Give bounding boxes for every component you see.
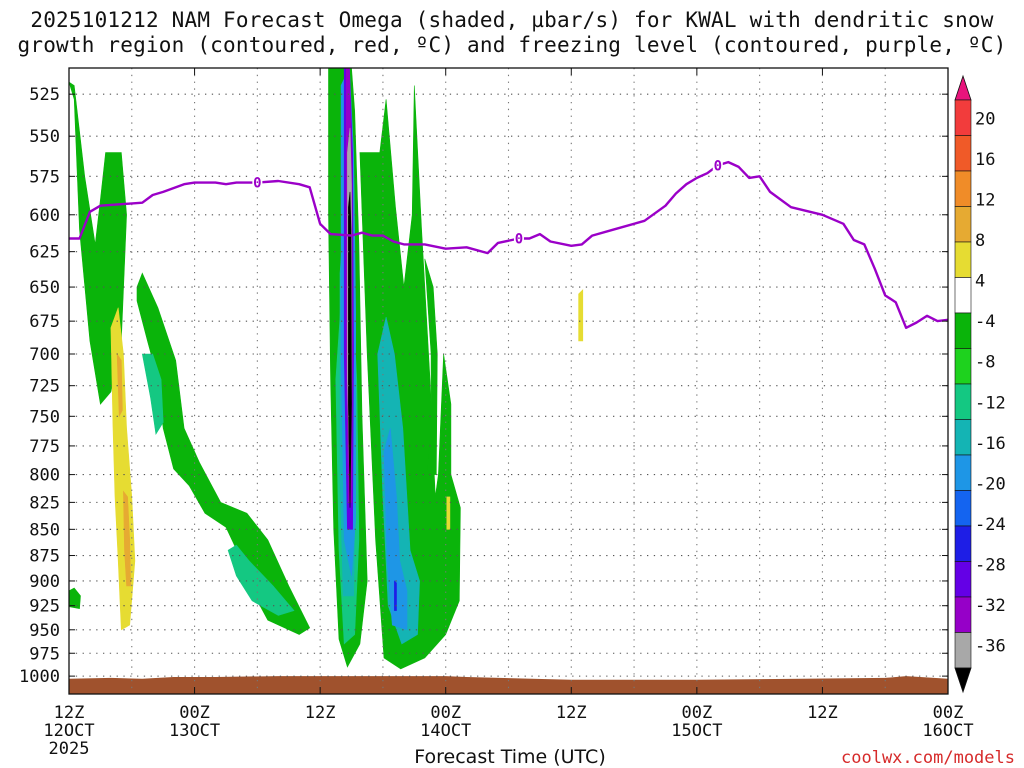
x-tick-label: 12OCT — [43, 721, 94, 741]
y-tick-label: 750 — [29, 407, 60, 427]
colorbar-label: -20 — [975, 474, 1006, 494]
colorbar-label: -28 — [975, 556, 1006, 576]
colorbar-label: 4 — [975, 272, 985, 292]
y-tick-label: 875 — [29, 547, 60, 567]
y-tick-label: 900 — [29, 572, 60, 592]
y-tick-label: 650 — [29, 278, 60, 298]
omega-region-g18 — [394, 580, 397, 611]
colorbar-swatch — [954, 490, 972, 527]
colorbar-swatch — [954, 596, 972, 633]
y-tick-label: 525 — [29, 85, 60, 105]
y-tick-label: 700 — [29, 345, 60, 365]
chart-title: 2025101212 NAM Forecast Omega (shaded, µ… — [0, 8, 1024, 58]
colorbar-top-arrow — [954, 74, 972, 101]
y-tick-label: 800 — [29, 466, 60, 486]
freezing-label-bg — [252, 175, 263, 190]
y-tick-label: 950 — [29, 621, 60, 641]
colorbar-label: -36 — [975, 637, 1006, 657]
colorbar-swatch — [954, 383, 972, 420]
axes: 525 550 575 600 625 650 675 700 725 750 775 800 825 8… — [19, 68, 974, 759]
x-tick-label: 12Z — [556, 703, 587, 723]
x-tick-label: 00Z — [179, 703, 210, 723]
colorbar-swatch — [954, 99, 972, 136]
y-tick-label: 625 — [29, 243, 60, 263]
x-tick-label: 12Z — [807, 703, 838, 723]
colorbar-label: -4 — [975, 312, 995, 332]
omega-region-y5 — [446, 496, 451, 530]
y-tick-label: 725 — [29, 377, 60, 397]
plot-frame — [68, 67, 949, 695]
colorbar-label: -8 — [975, 353, 995, 373]
y-tick-label: 850 — [29, 520, 60, 540]
x-tick-label: 13OCT — [169, 721, 220, 741]
grid — [69, 68, 948, 694]
colorbar-swatch — [954, 241, 972, 278]
x-tick-label: 2025 — [49, 739, 90, 759]
y-tick-label: 975 — [29, 644, 60, 664]
colorbar-label: 20 — [975, 109, 995, 129]
x-tick-label: 14OCT — [420, 721, 471, 741]
y-tick-label: 600 — [29, 206, 60, 226]
colorbar-swatch — [954, 454, 972, 491]
freezing-level-label: 0 — [253, 176, 261, 192]
colorbar-label: -12 — [975, 393, 1006, 413]
x-axis-label: Forecast Time (UTC) — [414, 746, 605, 768]
omega-region-y3 — [123, 490, 132, 587]
omega-shading — [69, 68, 948, 694]
colorbar-swatch — [954, 632, 972, 669]
colorbar-label: -32 — [975, 596, 1006, 616]
omega-region-g4 — [227, 544, 295, 616]
omega-region-g5 — [69, 587, 81, 609]
colorbar-label: -16 — [975, 434, 1006, 454]
y-tick-label: 775 — [29, 437, 60, 457]
freezing-label-bg — [513, 231, 524, 246]
colorbar-label: 12 — [975, 190, 995, 210]
omega-region-y4 — [578, 289, 584, 342]
colorbar: 20 16 12 8 4 -4 -8 -12 -16 -20 -24 -28 -32 -36 — [954, 74, 1006, 694]
colorbar-swatch — [954, 525, 972, 562]
omega-region-g3 — [141, 353, 164, 436]
omega-region-g2 — [136, 272, 311, 635]
colorbar-swatch — [954, 561, 972, 598]
y-tick-label: 825 — [29, 493, 60, 513]
freezing-label-bg — [712, 158, 723, 173]
x-tick-label: 16OCT — [922, 721, 973, 741]
chart-title-line2: growth region (contoured, red, ºC) and f… — [17, 33, 1007, 57]
x-tick-label: 00Z — [430, 703, 461, 723]
credit-text: coolwx.com/models — [841, 748, 1015, 768]
colorbar-swatch — [954, 348, 972, 385]
omega-region-g17 — [348, 191, 352, 508]
y-tick-label: 675 — [29, 312, 60, 332]
y-tick-label: 1000 — [19, 667, 60, 687]
surface-terrain — [69, 676, 948, 694]
x-tick-label: 12Z — [305, 703, 336, 723]
x-tick-label: 00Z — [933, 703, 964, 723]
omega-region-y2 — [116, 352, 123, 418]
colorbar-swatch — [954, 312, 972, 349]
x-tick-label: 15OCT — [671, 721, 722, 741]
y-tick-label: 925 — [29, 597, 60, 617]
x-tick-label: 00Z — [681, 703, 712, 723]
freezing-level-contour: 0 0 0 — [69, 158, 948, 329]
omega-region-g10 — [424, 258, 438, 475]
colorbar-label: -24 — [975, 515, 1006, 535]
colorbar-bottom-arrow — [954, 667, 972, 694]
colorbar-label: 8 — [975, 231, 985, 251]
freezing-level-label: 0 — [714, 158, 722, 174]
freezing-level-line — [69, 160, 948, 329]
colorbar-swatch — [954, 419, 972, 456]
chart-title-line1: 2025101212 NAM Forecast Omega (shaded, µ… — [30, 8, 994, 32]
y-tick-label: 550 — [29, 127, 60, 147]
colorbar-swatch — [954, 135, 972, 172]
x-tick-label: 12Z — [54, 703, 85, 723]
y-tick-label: 575 — [29, 167, 60, 187]
freezing-level-label: 0 — [515, 232, 523, 248]
colorbar-swatch — [954, 277, 972, 314]
colorbar-label: 16 — [975, 150, 995, 170]
colorbar-swatch — [954, 206, 972, 243]
colorbar-swatch — [954, 170, 972, 207]
